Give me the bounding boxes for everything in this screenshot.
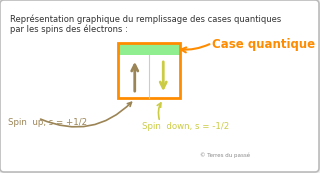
Text: Représentation graphique du remplissage des cases quantiques: Représentation graphique du remplissage … [10, 14, 281, 24]
Bar [118, 43, 180, 98]
Text: par les spins des électrons :: par les spins des électrons : [10, 24, 128, 34]
Bar [118, 43, 180, 55]
Text: Spin  up, s = +1/2: Spin up, s = +1/2 [8, 118, 87, 127]
Text: Spin  down, s = -1/2: Spin down, s = -1/2 [142, 122, 229, 131]
Text: © Terres du passé: © Terres du passé [200, 152, 250, 158]
Text: Case quantique: Case quantique [212, 38, 315, 51]
Bar [118, 43, 180, 98]
